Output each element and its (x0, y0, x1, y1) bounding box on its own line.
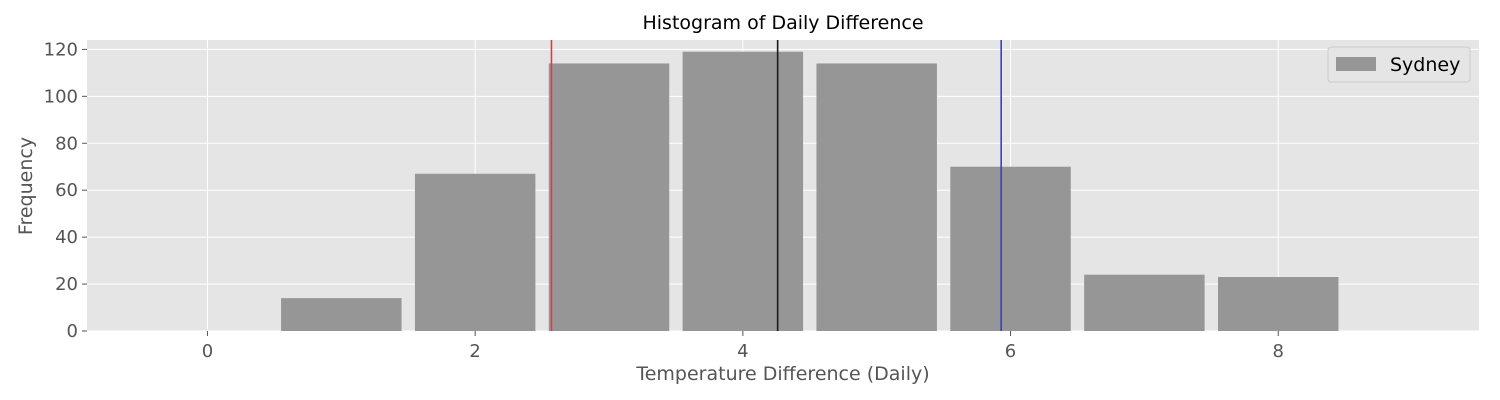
histogram-bar (682, 51, 804, 331)
reference-lines (550, 40, 1002, 331)
y-axis-label: Frequency (15, 137, 37, 235)
histogram-bar (548, 63, 670, 331)
legend: Sydney (1327, 46, 1471, 83)
x-tick-label: 6 (1005, 341, 1016, 362)
y-tick-label: 120 (44, 39, 78, 60)
y-tick-label: 40 (55, 227, 78, 248)
legend-swatch (1336, 57, 1376, 71)
x-tick-label: 0 (202, 341, 213, 362)
x-axis-label: Temperature Difference (Daily) (635, 363, 929, 385)
x-axis-ticks: 0 2 4 6 8 (202, 331, 1284, 362)
y-tick-label: 60 (55, 180, 78, 201)
histogram-bar (281, 298, 402, 331)
y-tick-label: 100 (44, 86, 78, 107)
histogram-bar (816, 63, 937, 331)
x-tick-label: 8 (1273, 341, 1284, 362)
y-tick-label: 0 (67, 321, 78, 342)
x-tick-label: 2 (469, 341, 480, 362)
histogram-bar (414, 173, 536, 331)
histogram-bar (1218, 277, 1339, 331)
legend-label: Sydney (1390, 54, 1460, 76)
x-tick-label: 4 (737, 341, 748, 362)
histogram-bar (1084, 274, 1205, 331)
legend-box (1327, 46, 1471, 83)
y-axis-ticks: 0 20 40 60 80 100 120 (44, 39, 87, 342)
chart-title: Histogram of Daily Difference (642, 12, 923, 34)
y-tick-label: 20 (55, 274, 78, 295)
histogram-bar (950, 166, 1071, 331)
bars (281, 51, 1339, 331)
y-tick-label: 80 (55, 133, 78, 154)
